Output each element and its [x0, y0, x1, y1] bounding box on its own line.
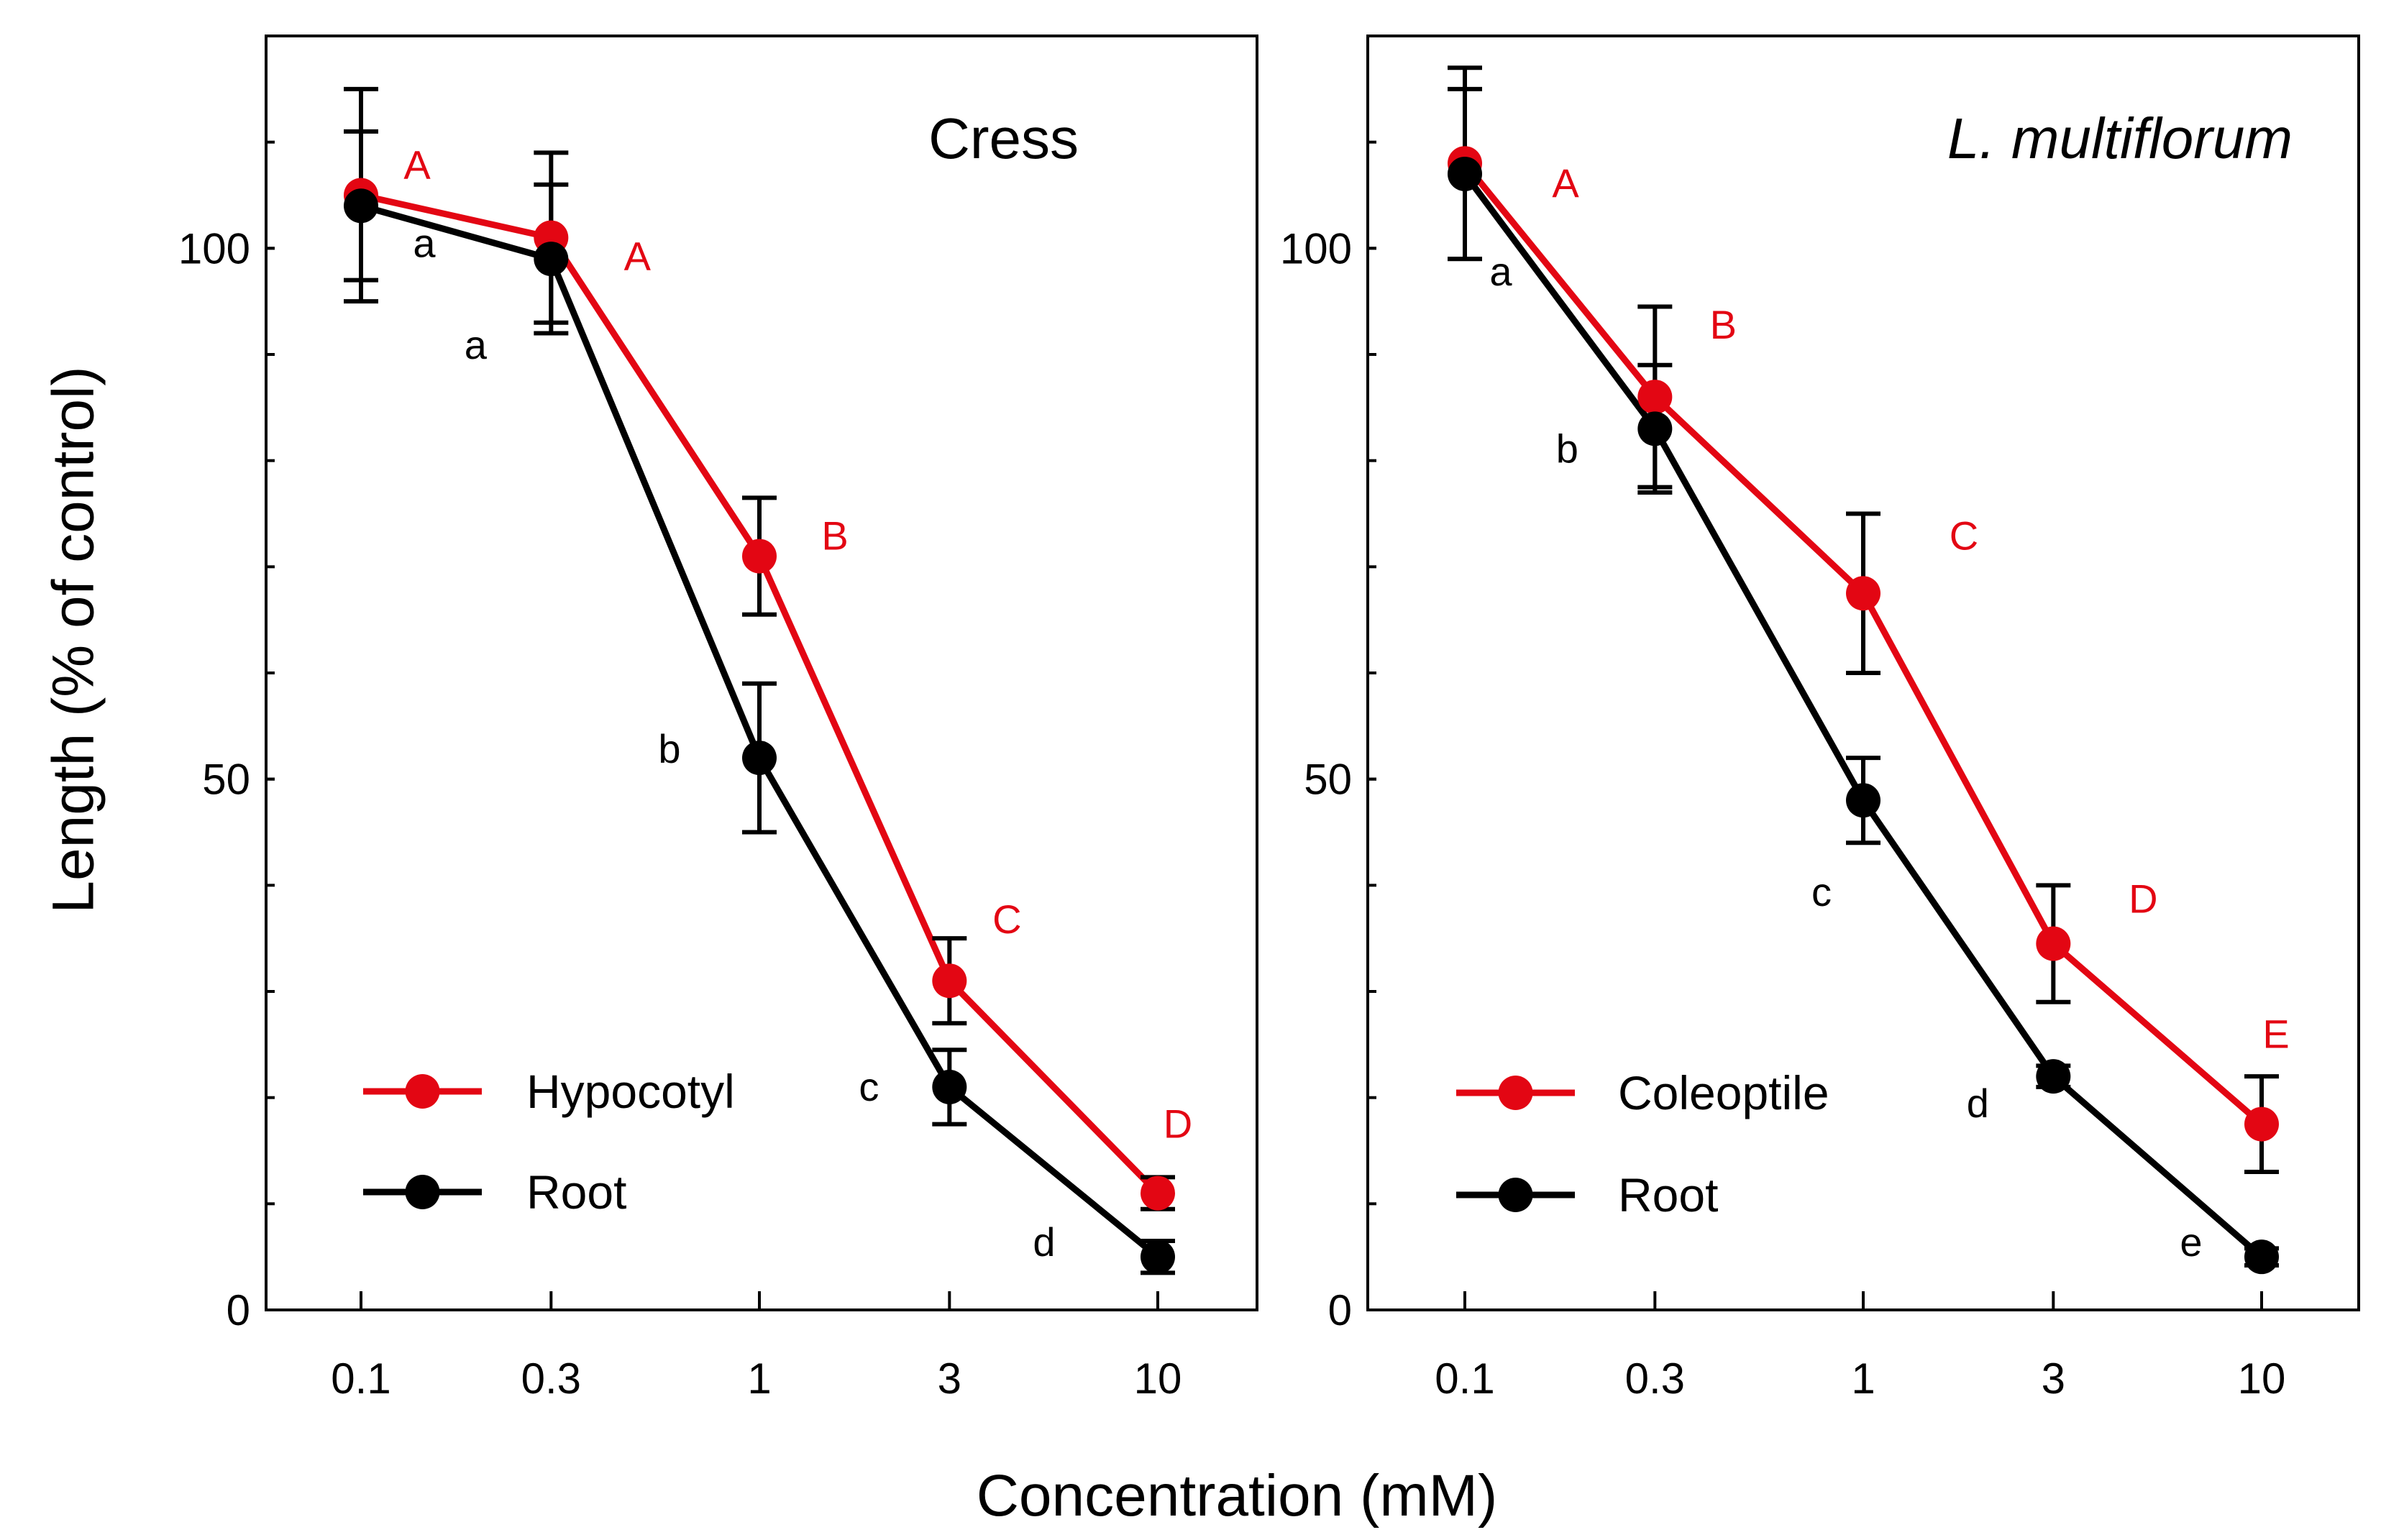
legend-marker-root: [1498, 1178, 1533, 1212]
significance-letter: A: [1552, 160, 1579, 206]
x-tick-label: 1: [747, 1355, 771, 1403]
legend-marker-coleoptile: [1498, 1076, 1533, 1110]
data-point-root: [344, 188, 378, 224]
significance-letter: C: [992, 897, 1021, 942]
data-point-hypocotyl: [932, 963, 967, 999]
data-point-hypocotyl: [1141, 1175, 1175, 1211]
data-point-root: [1637, 411, 1673, 446]
legend-label-root: Root: [526, 1165, 626, 1219]
x-tick-label: 0.1: [1435, 1355, 1494, 1403]
significance-letter: a: [1489, 249, 1512, 294]
y-tick-label: 50: [202, 756, 250, 804]
data-point-root: [742, 741, 777, 776]
x-tick-label: 0.1: [331, 1355, 390, 1403]
significance-letter: D: [2129, 876, 2157, 922]
chart-panel-cress: Cress 0 50 100 0.1 0.3 1 3 10 A A B C Da a b c d Hypocot…: [178, 35, 1258, 1403]
significance-letter: e: [2180, 1219, 2202, 1265]
panel-title: L. multiflorum: [1947, 106, 2293, 170]
significance-letter: D: [1164, 1101, 1192, 1147]
panel-title: Cress: [928, 106, 1079, 170]
data-point-root: [932, 1069, 967, 1104]
data-point-coleoptile: [2036, 926, 2071, 961]
series-line-root: [1462, 172, 2264, 1260]
x-tick-label: 10: [2238, 1355, 2286, 1403]
y-tick-label: 100: [1280, 224, 1352, 272]
significance-letter: b: [1556, 426, 1578, 471]
legend-label-coleoptile: Coleoptile: [1618, 1066, 1829, 1119]
significance-letter: d: [1967, 1081, 1989, 1126]
significance-letter: C: [1950, 513, 1978, 558]
x-tick-label: 1: [1851, 1355, 1875, 1403]
x-tick-label: 3: [2042, 1355, 2065, 1403]
x-axis-label: Concentration (mM): [977, 1463, 1498, 1528]
x-tick-label: 0.3: [1625, 1355, 1685, 1403]
data-point-root: [1448, 156, 1482, 191]
data-point-root: [534, 242, 569, 277]
y-tick-label: 100: [178, 224, 250, 272]
significance-letter: c: [1811, 869, 1832, 915]
significance-letter: A: [624, 234, 652, 279]
legend-marker-hypocotyl: [405, 1074, 440, 1109]
y-axis-label: Length (% of control): [41, 366, 106, 913]
chart-panel-l-multiflorum: L. multiflorum 0 50 100 0.1 0.3 1 3 10 A B C D Ea b c d…: [1280, 35, 2360, 1403]
data-point-coleoptile: [2244, 1106, 2279, 1142]
data-point-coleoptile: [1846, 576, 1880, 611]
significance-letter: E: [2262, 1012, 2289, 1057]
data-point-root: [1141, 1239, 1175, 1275]
y-tick-label: 0: [227, 1286, 250, 1334]
significance-letter: a: [413, 220, 436, 265]
significance-letter: B: [1710, 302, 1737, 347]
significance-letter: A: [403, 142, 431, 188]
y-tick-label: 50: [1304, 756, 1352, 804]
legend-label-root: Root: [1618, 1168, 1718, 1222]
data-point-hypocotyl: [742, 538, 777, 574]
data-point-root: [2036, 1059, 2071, 1094]
legend: Hypocotyl Root: [363, 1065, 735, 1219]
significance-letter: c: [859, 1064, 879, 1109]
x-tick-label: 0.3: [521, 1355, 581, 1403]
significance-letter: d: [1033, 1219, 1055, 1265]
data-point-root: [2244, 1239, 2279, 1275]
significance-letter: b: [658, 726, 680, 771]
y-tick-label: 0: [1328, 1286, 1352, 1334]
legend-label-hypocotyl: Hypocotyl: [526, 1065, 735, 1118]
legend-marker-root: [405, 1175, 440, 1209]
significance-letter: B: [821, 513, 848, 559]
data-point-coleoptile: [1637, 380, 1673, 415]
x-tick-label: 10: [1134, 1355, 1182, 1403]
significance-letter: a: [465, 322, 488, 367]
legend: Coleoptile Root: [1456, 1066, 1829, 1222]
x-tick-label: 3: [938, 1355, 961, 1403]
data-point-root: [1846, 783, 1880, 818]
